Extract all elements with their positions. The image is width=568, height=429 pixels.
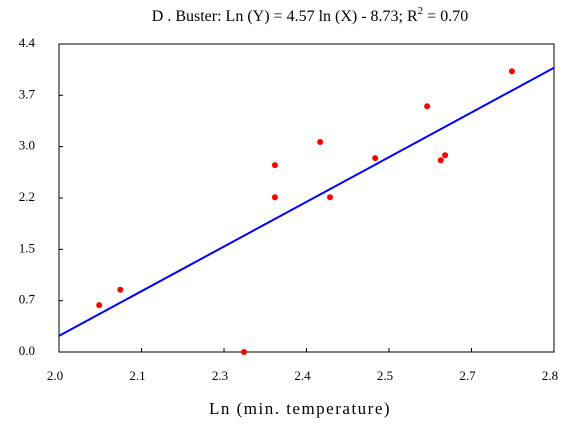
point <box>327 194 334 201</box>
point <box>372 155 379 162</box>
point <box>271 162 278 169</box>
y-tick-label: 1.5 <box>19 240 35 255</box>
point <box>442 152 449 159</box>
x-tick-label: 2.8 <box>542 368 558 383</box>
fit-line <box>58 66 555 337</box>
title-sup: 2 <box>418 5 424 17</box>
plot-frame <box>58 43 555 353</box>
y-tick-label: 0.0 <box>19 343 35 358</box>
y-tick-label: 2.2 <box>19 189 35 204</box>
chart-title: D . Buster: Ln (Y) = 4.57 ln (X) - 8.73;… <box>152 5 468 25</box>
x-axis-label: Ln (min. temperature) <box>209 399 391 418</box>
x-tick-label: 2.5 <box>377 368 393 383</box>
title-tail: = 0.70 <box>423 8 468 25</box>
y-tick-label: 0.7 <box>19 292 36 307</box>
point <box>117 286 124 293</box>
y-tick-label: 3.7 <box>19 86 36 101</box>
x-tick-label: 2.0 <box>47 368 63 383</box>
x-tick-label: 2.1 <box>129 368 145 383</box>
y-tick-label: 4.4 <box>19 35 36 50</box>
point <box>317 139 324 145</box>
x-tick-label: 2.4 <box>294 368 311 383</box>
y-tick-label: 3.0 <box>19 138 35 153</box>
point <box>271 194 278 201</box>
point <box>437 157 444 164</box>
point <box>96 302 103 309</box>
point <box>241 349 248 355</box>
x-tick-label: 2.3 <box>212 368 228 383</box>
point <box>508 68 515 75</box>
title-text: D . Buster: Ln (Y) = 4.57 ln (X) - 8.73;… <box>152 8 418 25</box>
x-tick-label: 2.7 <box>459 368 476 383</box>
point <box>424 103 431 110</box>
